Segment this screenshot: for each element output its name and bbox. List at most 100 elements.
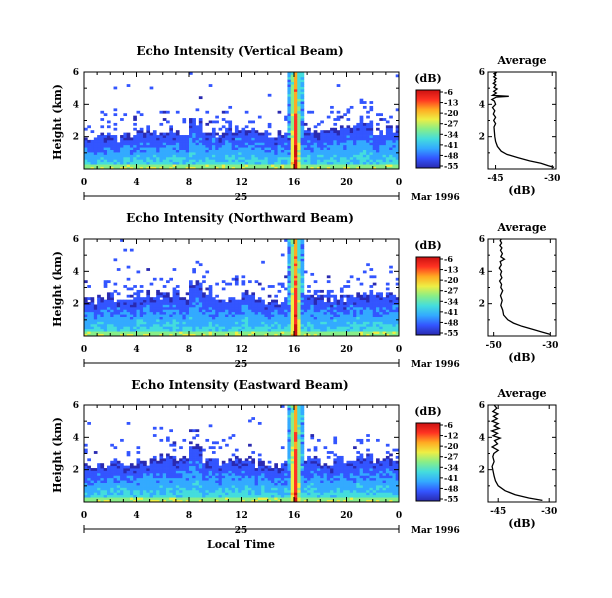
heatmap-cell [136, 477, 141, 481]
heatmap-cell [139, 137, 144, 141]
heatmap-cell [297, 277, 301, 281]
heatmap-cell [376, 137, 380, 141]
heatmap-cell [330, 161, 334, 165]
heatmap-cell [257, 453, 262, 457]
heatmap-cell [228, 331, 233, 334]
heatmap-cell [320, 139, 324, 143]
heatmap-cell [182, 321, 187, 325]
heatmap-cell [284, 135, 288, 138]
heatmap-cell [84, 159, 88, 163]
heatmap-cell [369, 297, 374, 301]
heatmap-cell [100, 154, 105, 158]
heatmap-cell [208, 497, 213, 500]
heatmap-cell [87, 309, 91, 313]
heatmap-cell [372, 164, 377, 167]
heatmap-cell [297, 159, 301, 163]
heatmap-cell [198, 149, 203, 153]
heatmap-cell [182, 492, 187, 496]
heatmap-cell [106, 319, 111, 322]
heatmap-cell [231, 319, 236, 322]
heatmap-cell [284, 161, 288, 165]
heatmap-cell [271, 147, 275, 150]
heatmap-cell [228, 135, 233, 138]
heatmap-cell [303, 147, 308, 150]
heatmap-cell [110, 468, 114, 471]
heatmap-cell [248, 323, 252, 327]
heatmap-cell [126, 149, 131, 153]
heatmap-cell [110, 309, 114, 313]
heatmap-cell [175, 304, 180, 308]
heatmap-cell [297, 147, 301, 150]
heatmap-cell [218, 152, 223, 155]
heatmap-cell [228, 463, 233, 467]
heatmap-cell [189, 475, 193, 479]
heatmap-cell [192, 333, 196, 337]
heatmap-cell [146, 309, 151, 313]
heatmap-cell [182, 302, 187, 305]
heatmap-cell [251, 463, 256, 467]
heatmap-cell [225, 316, 229, 320]
heatmap-cell [126, 333, 131, 337]
heatmap-cell [248, 280, 252, 284]
heatmap-cell [300, 277, 305, 281]
heatmap-cell [290, 115, 295, 119]
heatmap-cell [234, 319, 239, 322]
heatmap-cell [198, 321, 203, 325]
heatmap-cell [316, 154, 321, 158]
heatmap-cell [238, 314, 242, 317]
heatmap-cell [359, 147, 364, 150]
heatmap-cell [339, 294, 344, 298]
heatmap-cell [106, 147, 111, 150]
colorbar-tick-label: -6 [444, 254, 453, 264]
heatmap-cell [277, 135, 282, 138]
heatmap-cell [290, 294, 295, 298]
heatmap-cell [189, 125, 193, 129]
heatmap-cell [149, 152, 154, 155]
heatmap-cell [120, 494, 124, 498]
heatmap-cell [175, 309, 180, 313]
heatmap-cell [136, 465, 141, 469]
heatmap-cell [195, 472, 200, 476]
heatmap-cell [211, 302, 216, 305]
heatmap-cell [346, 316, 351, 320]
heatmap-cell [97, 487, 101, 491]
heatmap-cell [221, 161, 226, 165]
heatmap-cell [385, 304, 390, 308]
heatmap-cell [362, 132, 367, 136]
heatmap-cell [287, 152, 292, 155]
heatmap-cell [277, 142, 282, 146]
heatmap-cell [248, 321, 252, 325]
heatmap-cell [244, 137, 249, 141]
heatmap-cell [189, 485, 193, 488]
heatmap-cell [185, 458, 190, 462]
heatmap-cell [218, 482, 223, 486]
heatmap-cell [346, 149, 351, 153]
heatmap-cell [389, 152, 393, 155]
heatmap-cell [143, 321, 147, 325]
heatmap-cell [192, 120, 196, 124]
heatmap-cell [241, 326, 246, 330]
heatmap-cell [271, 470, 275, 474]
heatmap-cell [179, 319, 183, 322]
heatmap-cell [241, 482, 246, 486]
heatmap-cell [208, 321, 213, 325]
heatmap-cell [333, 156, 338, 160]
heatmap-cell [339, 154, 344, 158]
heatmap-cell [205, 147, 210, 150]
heatmap-cell [136, 135, 141, 138]
heatmap-cell [274, 166, 278, 170]
heatmap-cell [123, 144, 128, 148]
heatmap-cell [208, 137, 213, 141]
heatmap-cell [159, 499, 164, 503]
heatmap-cell [261, 333, 265, 337]
heatmap-cell [267, 494, 272, 498]
heatmap-cell [385, 309, 390, 313]
heatmap-cell [103, 468, 108, 471]
heatmap-cell [198, 294, 203, 298]
heatmap-cell [251, 321, 256, 325]
heatmap-cell [379, 297, 383, 301]
heatmap-cell [123, 113, 128, 117]
heatmap-cell [297, 110, 301, 114]
heatmap-cell [287, 285, 292, 288]
heatmap-cell [294, 285, 298, 288]
